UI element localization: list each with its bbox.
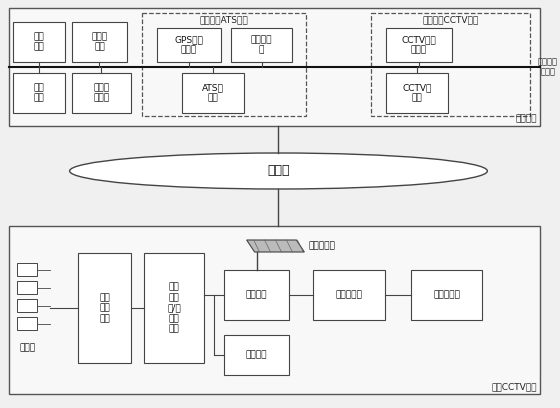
Text: 字符
发生
器/视
频分
配器: 字符 发生 器/视 频分 配器 — [167, 283, 181, 333]
Bar — [313, 270, 385, 320]
Text: 视频显示器: 视频显示器 — [433, 290, 460, 299]
Bar — [72, 73, 131, 113]
Bar — [13, 73, 64, 113]
Text: 车站CCTV系统: 车站CCTV系统 — [492, 382, 537, 391]
Bar — [72, 22, 127, 62]
Text: 编码设备: 编码设备 — [246, 350, 267, 359]
Text: ATS服
务器: ATS服 务器 — [202, 83, 224, 103]
Text: 骨干网: 骨干网 — [267, 164, 290, 177]
Text: 视频
均衡
设备: 视频 均衡 设备 — [99, 293, 110, 323]
Bar — [144, 253, 204, 363]
Text: 控制中心
局域网: 控制中心 局域网 — [538, 57, 558, 77]
Bar — [224, 335, 290, 375]
Text: 道口控制
器: 道口控制 器 — [251, 35, 272, 55]
Text: GPS定位
子系统: GPS定位 子系统 — [175, 35, 203, 55]
Bar — [13, 22, 64, 62]
Bar — [78, 253, 131, 363]
Text: 行调工
作站: 行调工 作站 — [91, 32, 108, 52]
Text: 培训
系统: 培训 系统 — [34, 83, 44, 103]
Ellipse shape — [69, 153, 487, 189]
Bar — [231, 28, 292, 62]
Text: CCTV服
务器: CCTV服 务器 — [402, 83, 431, 103]
Text: 控制中心ATS系统: 控制中心ATS系统 — [200, 16, 249, 24]
Bar — [17, 317, 37, 330]
Bar — [142, 13, 306, 116]
Text: 面面分割器: 面面分割器 — [335, 290, 362, 299]
Text: 维护
系统: 维护 系统 — [34, 32, 44, 52]
Bar — [17, 263, 37, 276]
Text: 视频矩阵: 视频矩阵 — [246, 290, 267, 299]
Bar — [411, 270, 482, 320]
Bar — [386, 28, 451, 62]
Bar — [386, 73, 447, 113]
Bar — [17, 281, 37, 294]
Polygon shape — [246, 240, 304, 252]
Text: CCTV显示
工作站: CCTV显示 工作站 — [402, 35, 436, 55]
Bar — [371, 13, 530, 116]
Text: 大屏显
示系统: 大屏显 示系统 — [94, 83, 110, 103]
Bar — [9, 8, 540, 126]
Bar — [182, 73, 244, 113]
Text: 摄像机: 摄像机 — [20, 344, 36, 353]
Bar — [9, 226, 540, 394]
Text: 车站交换机: 车站交换机 — [309, 242, 335, 251]
Bar — [157, 28, 221, 62]
Text: 控制中心: 控制中心 — [516, 114, 537, 123]
Bar — [17, 299, 37, 312]
Text: 控制中心CCTV系统: 控制中心CCTV系统 — [422, 16, 479, 24]
Bar — [224, 270, 290, 320]
